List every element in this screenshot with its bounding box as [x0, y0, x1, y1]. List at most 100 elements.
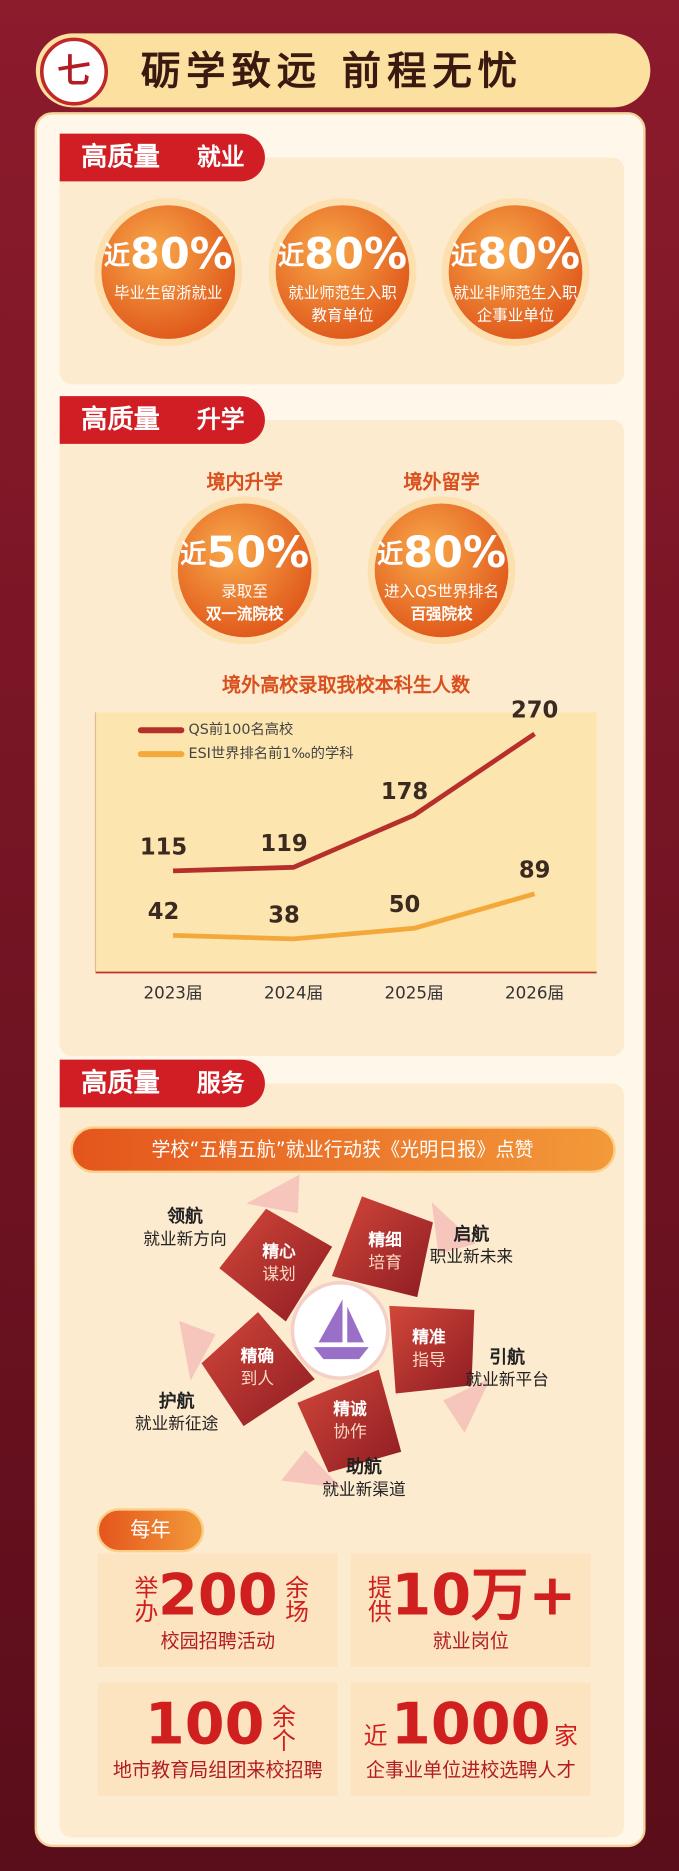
- stat-value: 80%: [130, 229, 233, 279]
- header-pill: [35, 33, 651, 108]
- x-tick-label: 2025届: [384, 982, 443, 1002]
- section-tag: [59, 1059, 265, 1108]
- outer-desc: 就业新征途: [135, 1413, 219, 1433]
- box-desc: 地市教育局组团来校招聘: [113, 1758, 323, 1781]
- stat-circle: [448, 205, 583, 339]
- banner-text: 学校“五精五航”就业行动获《光明日报》点赞: [151, 1138, 533, 1161]
- petal-shadow: [281, 1450, 342, 1489]
- chart-title: 境外高校录取我校本科生人数: [222, 674, 471, 697]
- petal-text: 协作: [333, 1421, 367, 1441]
- stat-box: [350, 1682, 591, 1796]
- stat-box-number: 提供 10万+: [363, 1562, 576, 1629]
- outer-label: 启航: [453, 1223, 489, 1245]
- outer-label: 护航: [159, 1390, 195, 1412]
- box-value: 1000: [391, 1690, 550, 1757]
- data-label: 38: [268, 903, 300, 929]
- section-tag-word: 服务: [197, 1069, 245, 1097]
- petal: [201, 1312, 315, 1427]
- stat-heading: 境外留学: [403, 471, 479, 494]
- box-suffix: 余场: [281, 1575, 309, 1623]
- box-prefix: 举办: [130, 1575, 158, 1623]
- legend-label: ESI世界排名前1‰的学科: [189, 745, 354, 762]
- petal: [331, 1196, 433, 1298]
- header-number: 七: [57, 51, 90, 90]
- box-prefix: 提供: [363, 1575, 391, 1623]
- section-tag-prefix: 高质量: [81, 1068, 160, 1099]
- stat-line: 企事业单位: [477, 307, 555, 325]
- box-value: 10万+: [391, 1562, 576, 1629]
- stat-prefix: 近: [451, 241, 478, 271]
- section-tag-prefix: 高质量: [81, 142, 160, 173]
- petal-title: 精细: [368, 1229, 401, 1249]
- outer-desc: 就业新平台: [465, 1369, 548, 1389]
- stat-prefix: 近: [180, 539, 207, 569]
- stat-number: 近80%: [377, 527, 506, 577]
- stat-box-number: 举办 200 余场: [130, 1562, 309, 1629]
- stat-value: 80%: [477, 229, 580, 279]
- sail-icon: [313, 1299, 369, 1360]
- stat-prefix: 近: [278, 241, 305, 271]
- petal-title: 精准: [412, 1327, 446, 1347]
- petal-shadow: [431, 1201, 476, 1255]
- petal: [219, 1208, 333, 1322]
- stat-value: 50%: [206, 527, 309, 577]
- outer-label: 助航: [346, 1456, 382, 1478]
- stat-box-number: 100 余个: [145, 1690, 296, 1757]
- box-value: 100: [145, 1690, 265, 1757]
- section-tag-word: 升学: [197, 406, 245, 434]
- stat-number: 近80%: [278, 229, 407, 279]
- stat-box: [97, 1553, 338, 1667]
- outer-desc: 就业新渠道: [322, 1479, 406, 1499]
- box-suffix: 家: [554, 1722, 578, 1750]
- x-tick-label: 2023届: [143, 982, 202, 1002]
- outer-desc: 就业新方向: [143, 1228, 226, 1248]
- stat-line: 百强院校: [411, 604, 474, 623]
- data-line: [172, 731, 536, 874]
- stat-line: 录取至: [221, 582, 268, 600]
- outer-desc: 职业新未来: [430, 1246, 514, 1266]
- stat-line: 就业师范生入职: [288, 284, 397, 302]
- stat-circle: [374, 503, 509, 638]
- data-label: 50: [389, 892, 421, 918]
- stat-number: 近80%: [104, 229, 233, 279]
- data-label: 178: [381, 779, 428, 805]
- stat-box: [350, 1553, 591, 1667]
- stat-line: 毕业生留浙就业: [114, 284, 223, 302]
- banner: [70, 1126, 616, 1173]
- data-label: 119: [260, 831, 307, 857]
- stat-line: 教育单位: [311, 307, 373, 325]
- stat-prefix: 近: [377, 539, 404, 569]
- section-tag: [59, 133, 265, 182]
- box-value: 200: [158, 1562, 278, 1629]
- outer-label: 领航: [167, 1205, 203, 1227]
- header-badge: [39, 37, 109, 106]
- section-tag-word: 就业: [197, 143, 245, 171]
- data-label: 270: [511, 698, 558, 724]
- box-desc: 校园招聘活动: [161, 1629, 275, 1652]
- petal: [389, 1305, 475, 1394]
- petal-title: 精心: [262, 1241, 296, 1261]
- stat-box-number: 近 1000 家: [364, 1690, 578, 1757]
- petal-title: 精确: [241, 1346, 274, 1366]
- box-suffix: 余个: [267, 1704, 295, 1752]
- data-label: 42: [148, 899, 180, 925]
- legend-label: QS前100名高校: [189, 721, 294, 738]
- petal-shadow: [443, 1377, 491, 1433]
- stat-prefix: 近: [104, 241, 131, 271]
- section-tag: [59, 396, 265, 444]
- box-desc: 企事业单位进校选聘人才: [366, 1758, 576, 1781]
- stat-number: 近50%: [180, 527, 309, 577]
- petal-text: 谋划: [262, 1264, 295, 1284]
- stat-circle: [101, 205, 236, 339]
- data-label: 89: [519, 858, 551, 884]
- petal-text: 到人: [241, 1368, 275, 1388]
- yearly-tag: [96, 1508, 205, 1553]
- petal-shadow: [179, 1320, 216, 1381]
- stat-number: 近80%: [451, 229, 580, 279]
- stat-box: [97, 1682, 338, 1796]
- section-tag-prefix: 高质量: [81, 404, 160, 435]
- stat-line: 双一流院校: [206, 604, 284, 623]
- stat-heading: 境内升学: [206, 471, 282, 494]
- petal-title: 精诚: [333, 1398, 367, 1418]
